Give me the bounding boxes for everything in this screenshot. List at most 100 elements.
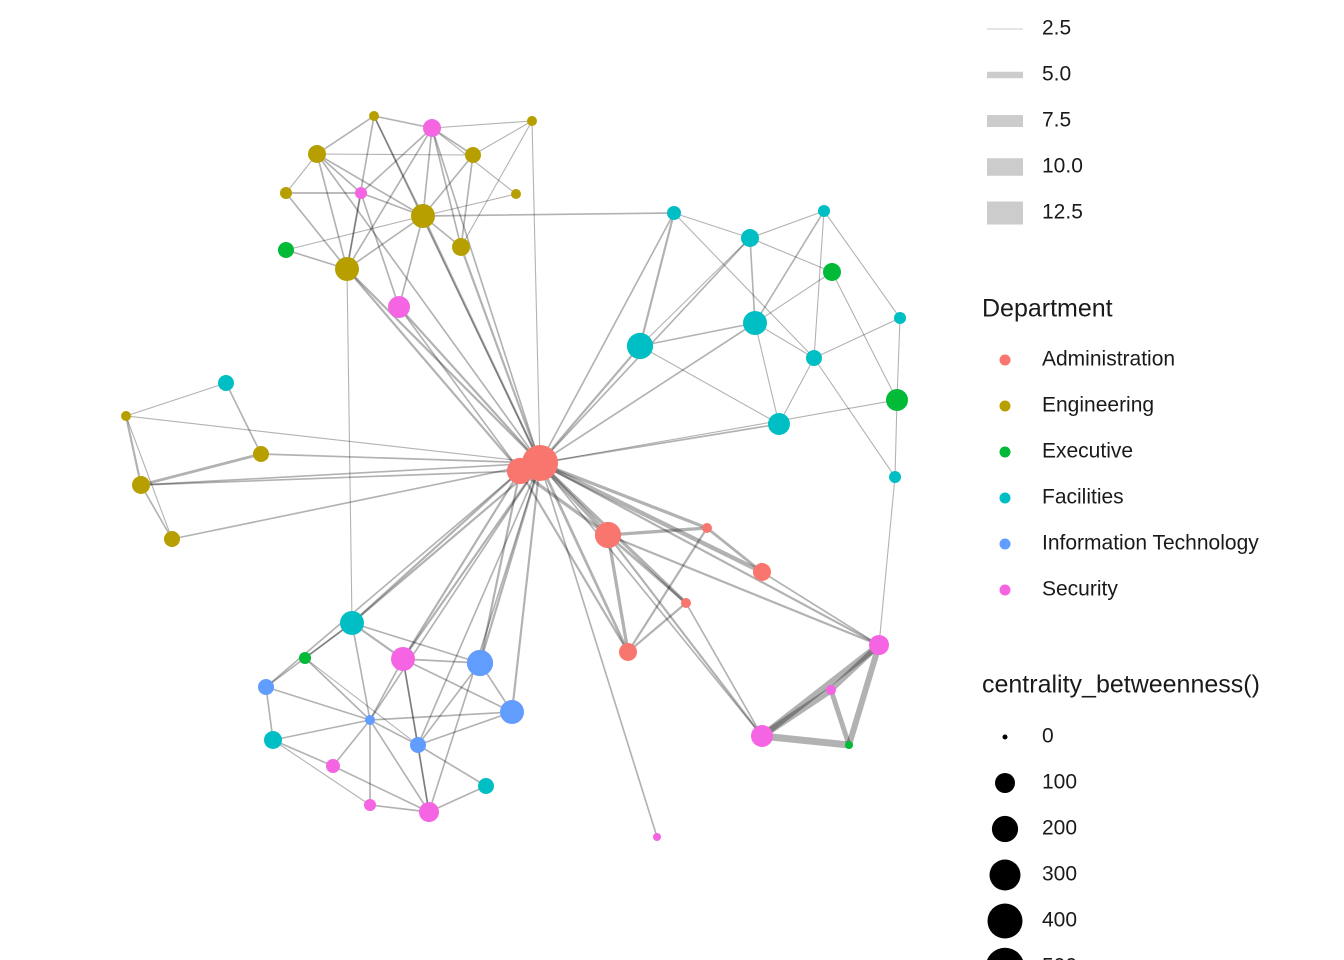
edge <box>125 415 541 464</box>
edge <box>539 322 756 464</box>
edge <box>539 212 675 464</box>
edge <box>472 120 533 156</box>
edge <box>478 461 542 665</box>
department-legend-key <box>999 538 1011 550</box>
edge <box>828 642 882 693</box>
edge <box>421 214 542 465</box>
department-legend-label: Facilities <box>1042 486 1124 509</box>
edge <box>398 215 424 308</box>
edge <box>369 719 419 746</box>
edge <box>606 526 709 537</box>
edge <box>402 658 419 746</box>
department-legend-key <box>999 446 1011 458</box>
node <box>121 411 131 421</box>
size-legend-label: 500 <box>1042 955 1077 960</box>
edge <box>401 461 542 661</box>
edge <box>346 192 362 270</box>
edge <box>316 153 474 156</box>
node <box>423 119 441 137</box>
node <box>409 736 427 754</box>
edge <box>369 711 513 721</box>
node <box>217 374 235 392</box>
edge <box>510 461 542 714</box>
edge <box>813 317 901 359</box>
size-legend-key <box>991 815 1019 843</box>
edge <box>606 533 881 647</box>
node <box>768 413 790 435</box>
node <box>326 759 340 773</box>
edge <box>351 622 371 721</box>
edge <box>332 765 430 813</box>
node <box>653 833 661 841</box>
edge <box>402 658 513 713</box>
edge <box>749 237 756 324</box>
node <box>132 476 150 494</box>
department-legend-label: Security <box>1042 578 1118 601</box>
edge <box>896 317 901 401</box>
node <box>888 470 902 484</box>
node <box>743 311 767 335</box>
node <box>826 685 836 695</box>
edge <box>272 739 371 806</box>
node <box>411 204 435 228</box>
legend: Department centrality_betweenness() 2.5 5… <box>982 17 1260 960</box>
edge <box>539 423 780 464</box>
edge <box>350 469 522 625</box>
edge <box>171 462 541 540</box>
edge <box>285 215 424 251</box>
edge <box>265 686 371 721</box>
edge <box>402 658 430 813</box>
size-legend-key <box>989 859 1021 891</box>
edge <box>518 469 630 654</box>
node <box>667 206 681 220</box>
width-legend-label: 10.0 <box>1042 155 1083 178</box>
node <box>365 715 375 725</box>
width-legend-key <box>987 71 1023 79</box>
edge <box>345 267 542 465</box>
edge <box>606 533 764 738</box>
edge <box>304 657 419 746</box>
edge <box>606 533 630 654</box>
edge <box>140 484 173 540</box>
edge <box>346 215 424 270</box>
edge <box>401 469 522 661</box>
edge <box>754 322 780 425</box>
edge <box>350 461 542 625</box>
node <box>464 146 482 164</box>
node <box>817 204 831 218</box>
node <box>619 643 637 661</box>
node <box>466 649 494 677</box>
edge <box>538 461 709 530</box>
edge <box>831 271 898 401</box>
edge <box>139 452 263 487</box>
node <box>419 802 439 822</box>
edge <box>272 719 371 741</box>
edge <box>431 127 541 464</box>
size-legend-label: 200 <box>1042 817 1077 840</box>
edge <box>639 345 780 425</box>
edge <box>417 711 513 746</box>
edge <box>373 115 433 129</box>
edge <box>417 744 430 813</box>
edge <box>360 127 433 194</box>
edge <box>538 344 642 465</box>
node <box>845 741 853 749</box>
edge <box>685 602 763 737</box>
edge <box>398 306 521 472</box>
node <box>277 241 295 259</box>
edge <box>778 357 815 425</box>
edge <box>460 154 474 248</box>
node <box>681 598 691 608</box>
edge <box>125 415 173 540</box>
edge <box>828 687 852 748</box>
node <box>452 238 470 256</box>
edge <box>761 571 880 646</box>
edge <box>538 461 881 647</box>
edge <box>422 154 474 217</box>
node <box>805 349 823 367</box>
size-legend-label: 300 <box>1042 863 1077 886</box>
node <box>252 445 270 463</box>
edge <box>758 641 883 740</box>
edge <box>316 153 541 464</box>
